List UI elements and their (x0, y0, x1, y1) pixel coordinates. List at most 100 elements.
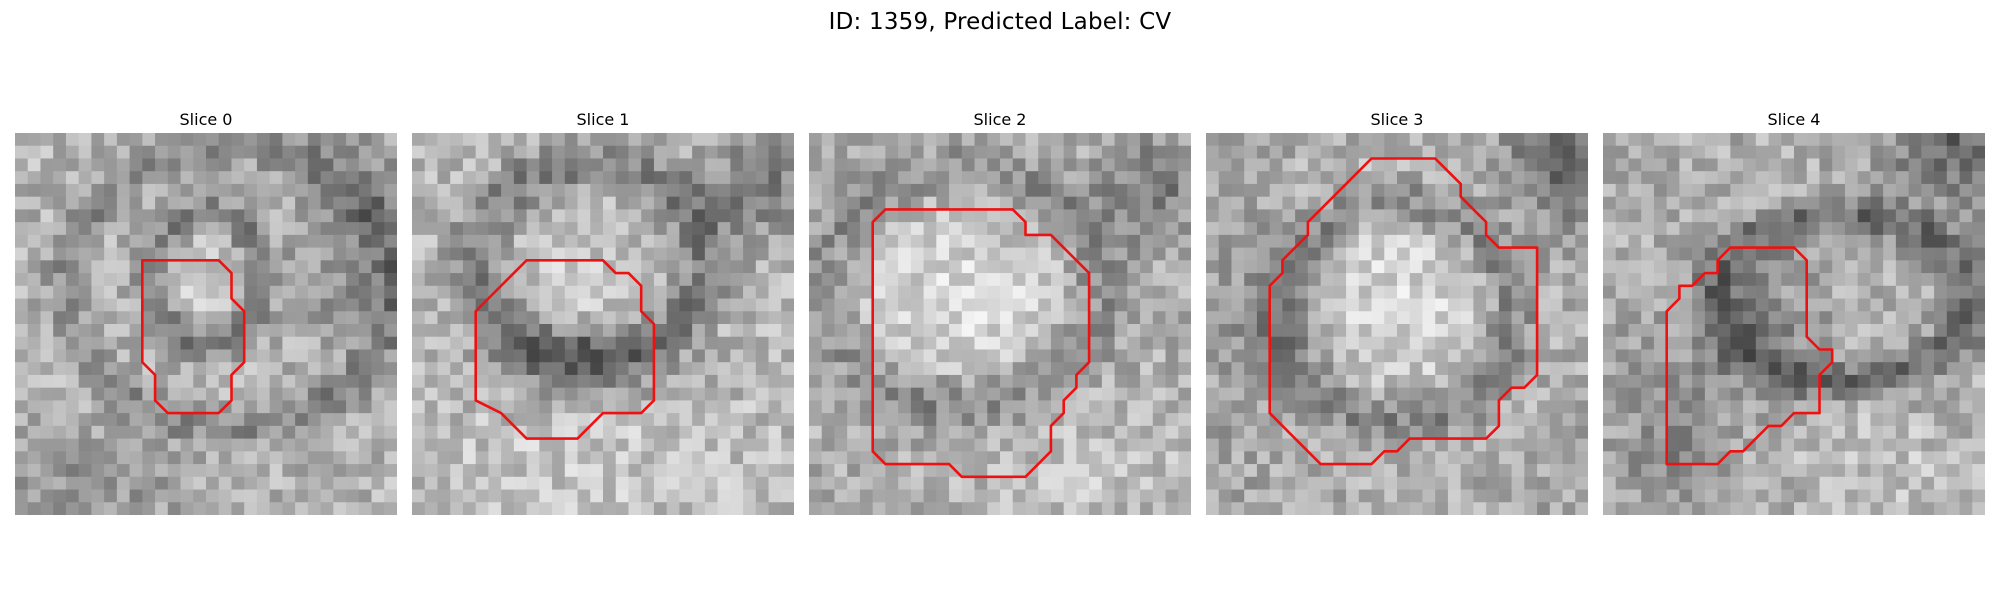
pixel (1730, 374, 1744, 389)
pixel (1524, 502, 1538, 515)
pixel (462, 273, 477, 287)
pixel (1498, 234, 1512, 248)
pixel (1371, 298, 1385, 312)
pixel (206, 413, 220, 427)
pixel (666, 413, 680, 427)
pixel (1615, 260, 1629, 274)
pixel (834, 489, 848, 503)
pixel (1307, 425, 1321, 439)
pixel (129, 298, 143, 312)
pixel (1307, 260, 1321, 274)
pixel (65, 362, 80, 376)
pixel (129, 476, 143, 490)
pixel (743, 222, 757, 236)
pixel (577, 196, 591, 210)
pixel (628, 464, 642, 478)
pixel (987, 183, 1001, 198)
pixel (1908, 273, 1922, 287)
pixel (898, 387, 912, 401)
pixel (1717, 336, 1731, 350)
pixel (358, 400, 372, 414)
pixel (821, 171, 835, 185)
pixel (987, 349, 1001, 363)
slice-image-1 (412, 133, 794, 515)
pixel (180, 362, 194, 376)
pixel (1857, 336, 1871, 350)
pixel (1768, 171, 1782, 185)
pixel (1140, 324, 1154, 338)
pixel (923, 336, 937, 350)
pixel (1460, 502, 1474, 515)
pixel (1743, 336, 1757, 350)
pixel (821, 183, 835, 198)
pixel (295, 451, 309, 465)
pixel (1038, 133, 1052, 147)
pixel (1397, 183, 1411, 198)
pixel (307, 273, 321, 287)
pixel (53, 285, 67, 299)
pixel (1231, 413, 1245, 427)
pixel (910, 171, 924, 185)
pixel (167, 324, 181, 338)
pixel (961, 285, 975, 299)
pixel (1012, 285, 1026, 299)
pixel (603, 285, 617, 299)
pixel (193, 502, 207, 515)
pixel (1101, 413, 1115, 427)
pixel (15, 413, 29, 427)
pixel (104, 311, 118, 325)
pixel (1498, 222, 1512, 236)
pixel (1307, 413, 1321, 427)
pixel (821, 489, 835, 503)
pixel (641, 196, 655, 210)
slice-title: Slice 2 (973, 110, 1027, 129)
pixel (1768, 273, 1782, 287)
pixel (1603, 133, 1617, 147)
pixel (371, 336, 385, 350)
pixel (1050, 362, 1065, 376)
pixel (1562, 400, 1576, 414)
pixel (1050, 489, 1065, 503)
pixel (809, 209, 823, 223)
pixel (1653, 336, 1668, 350)
pixel (1244, 234, 1258, 248)
pixel (641, 209, 655, 223)
pixel (155, 133, 169, 147)
pixel (180, 171, 194, 185)
pixel (1256, 247, 1271, 261)
pixel (1641, 285, 1655, 299)
pixel (1384, 209, 1398, 223)
pixel (847, 400, 861, 414)
pixel (1781, 400, 1795, 414)
pixel (1152, 349, 1166, 363)
pixel (1692, 336, 1706, 350)
pixel (1346, 464, 1360, 478)
pixel (898, 464, 912, 478)
segmentation-contour (474, 259, 656, 440)
slice-panel-0: Slice 0 (15, 110, 397, 515)
pixel (552, 171, 566, 185)
pixel (1397, 324, 1411, 338)
pixel (244, 145, 258, 159)
pixel (898, 298, 912, 312)
pixel (743, 285, 757, 299)
pixel (1000, 183, 1014, 198)
pixel (231, 336, 245, 350)
pixel (346, 324, 360, 338)
pixel (1460, 438, 1474, 452)
pixel (424, 234, 438, 248)
pixel (1692, 362, 1706, 376)
pixel (1473, 145, 1487, 159)
pixel (244, 387, 258, 401)
pixel (1140, 502, 1154, 515)
pixel (358, 285, 372, 299)
pixel (526, 133, 540, 147)
pixel (1320, 362, 1334, 376)
pixel (371, 196, 385, 210)
pixel (1549, 336, 1563, 350)
pixel (1857, 349, 1871, 363)
pixel (923, 285, 937, 299)
pixel (641, 413, 655, 427)
pixel (1038, 324, 1052, 338)
pixel (1435, 349, 1449, 363)
